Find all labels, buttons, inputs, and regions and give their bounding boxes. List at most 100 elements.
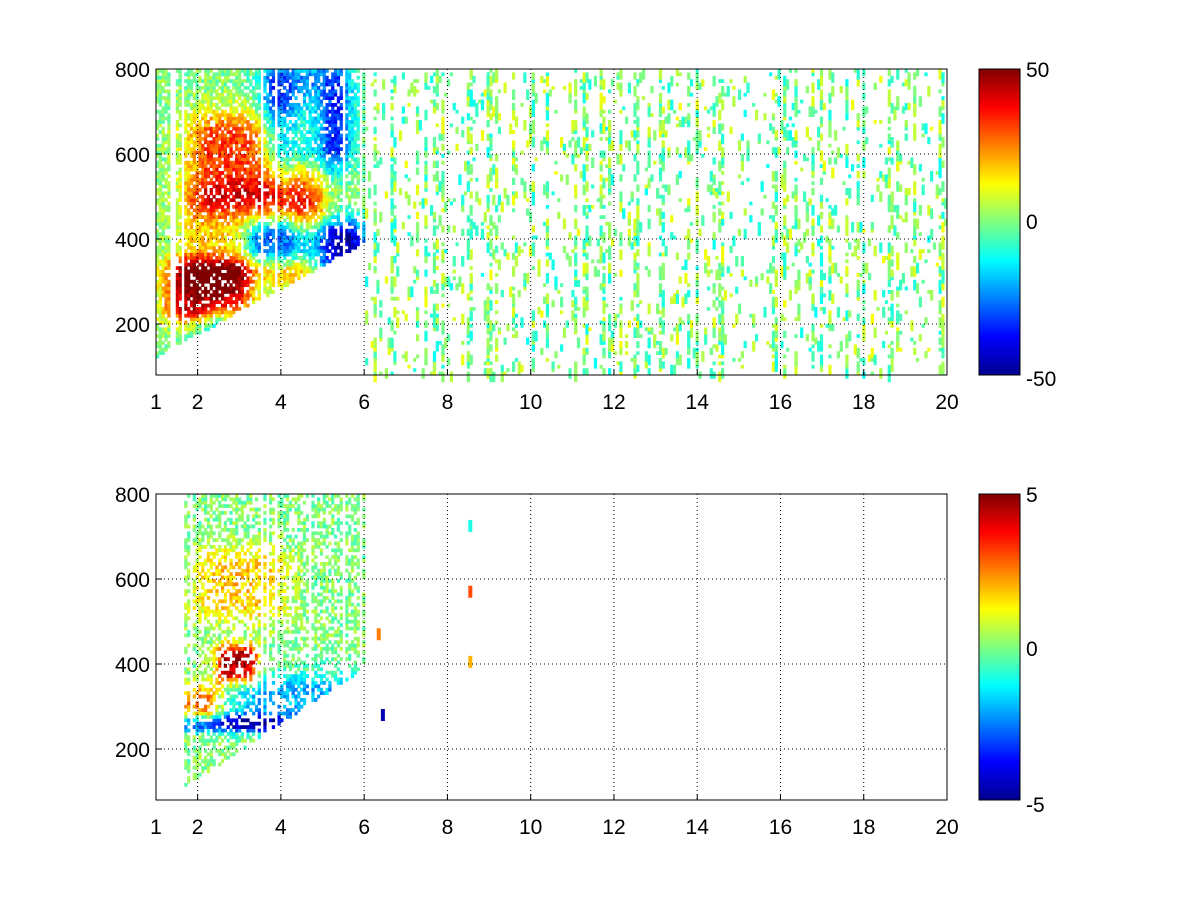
top-heatmap-cell — [435, 69, 439, 77]
top-heatmap-cell — [322, 249, 326, 253]
top-heatmap-cell — [689, 239, 694, 243]
top-heatmap-cell — [427, 252, 431, 257]
top-heatmap-cell — [619, 341, 623, 349]
top-heatmap-cell — [178, 137, 182, 141]
top-heatmap-cell — [319, 123, 324, 128]
top-heatmap-cell — [175, 160, 180, 165]
top-heatmap-cell — [167, 89, 171, 94]
top-heatmap-cell — [285, 96, 290, 100]
top-heatmap-cell — [317, 188, 321, 192]
top-heatmap-cell — [288, 106, 292, 111]
top-heatmap-cell — [585, 198, 589, 202]
top-heatmap-cell — [218, 205, 222, 209]
top-heatmap-cell — [206, 313, 211, 318]
top-heatmap-cell — [240, 167, 244, 172]
top-heatmap-cell — [596, 198, 600, 202]
top-heatmap-cell — [237, 218, 242, 223]
top-heatmap-cell — [232, 140, 236, 145]
top-heatmap-cell — [497, 113, 502, 121]
top-heatmap-cell — [192, 79, 196, 83]
top-heatmap-cell — [608, 337, 612, 349]
top-heatmap-cell — [328, 79, 332, 83]
top-heatmap-cell — [223, 72, 228, 77]
top-heatmap-cell — [271, 188, 276, 192]
top-heatmap-cell — [602, 290, 606, 294]
top-heatmap-cell — [283, 181, 287, 185]
top-heatmap-cell — [158, 330, 163, 335]
top-heatmap-cell — [209, 313, 213, 318]
top-heatmap-cell — [218, 245, 222, 250]
top-heatmap-cell — [218, 252, 222, 257]
top-heatmap-cell — [336, 205, 341, 209]
top-heatmap-cell — [664, 116, 668, 124]
top-heatmap-cell — [288, 242, 292, 247]
top-heatmap-cell — [545, 72, 550, 77]
top-heatmap-cell — [670, 215, 674, 223]
top-heatmap-cell — [675, 354, 680, 366]
top-heatmap-cell — [390, 116, 394, 121]
top-heatmap-cell — [636, 82, 640, 87]
top-heatmap-cell — [291, 222, 295, 226]
top-heatmap-cell — [608, 320, 612, 332]
top-heatmap-cell — [291, 72, 295, 77]
top-heatmap-cell — [254, 86, 259, 90]
top-heatmap-cell — [277, 235, 281, 240]
top-heatmap-cell — [226, 130, 230, 134]
top-heatmap-cell — [636, 286, 640, 298]
top-heatmap-cell — [325, 140, 329, 145]
top-heatmap-cell — [277, 242, 281, 247]
top-heatmap-cell — [206, 79, 211, 83]
top-heatmap-cell — [302, 191, 307, 196]
top-heatmap-cell — [269, 167, 273, 172]
top-heatmap-cell — [158, 296, 163, 301]
top-heatmap-cell — [223, 123, 228, 128]
top-heatmap-cell — [333, 208, 338, 213]
top-heatmap-cell — [167, 293, 171, 298]
top-heatmap-cell — [294, 245, 298, 250]
top-heatmap-cell — [300, 259, 304, 264]
top-heatmap-cell — [187, 164, 191, 168]
top-heatmap-cell — [209, 317, 213, 321]
top-heatmap-cell — [658, 123, 663, 131]
top-heatmap-cell — [189, 245, 194, 250]
top-heatmap-cell — [249, 150, 253, 155]
top-heatmap-cell — [441, 99, 445, 111]
top-heatmap-cell — [285, 160, 290, 165]
top-heatmap-cell — [356, 82, 360, 87]
top-heatmap-cell — [297, 205, 301, 209]
top-heatmap-cell — [212, 222, 216, 226]
top-heatmap-cell — [328, 160, 332, 165]
top-heatmap-cell — [497, 194, 502, 206]
top-heatmap-cell — [435, 313, 439, 318]
top-heatmap-cell — [158, 320, 163, 325]
top-heatmap-cell — [280, 194, 284, 199]
top-heatmap-cell — [384, 276, 389, 284]
top-heatmap-cell — [658, 126, 663, 138]
top-heatmap-cell — [576, 337, 581, 349]
top-heatmap-cell — [305, 106, 309, 111]
top-heatmap-cell — [658, 252, 663, 257]
top-heatmap-cell — [319, 184, 324, 189]
top-heatmap-cell — [232, 286, 236, 291]
top-heatmap-cell — [195, 205, 199, 209]
top-heatmap-cell — [317, 164, 321, 168]
top-heatmap-cell — [252, 201, 256, 206]
top-heatmap-cell — [314, 164, 318, 168]
top-heatmap-cell — [325, 245, 329, 250]
top-heatmap-cell — [271, 86, 276, 90]
top-heatmap-cell — [192, 184, 196, 189]
top-heatmap-cell — [322, 154, 326, 158]
top-heatmap-cell — [195, 82, 199, 87]
top-heatmap-cell — [223, 225, 228, 230]
top-heatmap-cell — [500, 242, 504, 250]
top-heatmap-cell — [322, 133, 326, 138]
top-heatmap-cell — [455, 126, 459, 134]
top-heatmap-cell — [271, 276, 276, 281]
top-heatmap-cell — [164, 320, 168, 325]
top-heatmap-cell — [212, 103, 216, 107]
top-heatmap-cell — [266, 99, 270, 104]
top-heatmap-cell — [571, 120, 575, 131]
top-heatmap-cell — [201, 150, 205, 155]
top-heatmap-cell — [288, 147, 292, 151]
top-heatmap-cell — [220, 205, 225, 209]
